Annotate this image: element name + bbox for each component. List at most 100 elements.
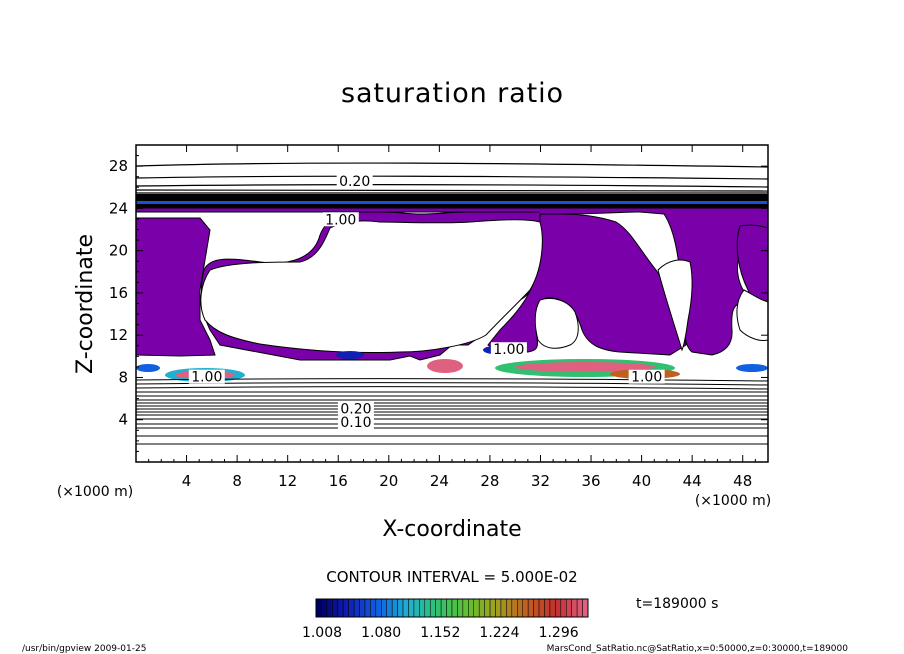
- colorbar-segment: [506, 598, 513, 618]
- colorbar-segment: [544, 598, 551, 618]
- colorbar-segment: [397, 598, 404, 618]
- contour-interval-text: CONTOUR INTERVAL = 5.000E-02: [326, 568, 577, 586]
- colorbar-segment: [582, 598, 589, 618]
- contour-label: 1.00: [493, 342, 524, 358]
- colorbar-segment: [342, 598, 349, 618]
- y-tick-label: 28: [109, 157, 128, 175]
- colorbar-segment: [495, 598, 502, 618]
- colorbar-tick-label: 1.224: [479, 625, 519, 641]
- colorbar: [315, 598, 589, 618]
- colorbar-segment: [429, 598, 436, 618]
- colorbar-segment: [402, 598, 409, 618]
- subsaturated-holes: [200, 219, 768, 354]
- y-axis-ticks: 4 8 12 16 20 24 28: [109, 155, 768, 452]
- x-axis-label: X-coordinate: [382, 517, 521, 542]
- colorbar-segment: [321, 598, 328, 618]
- colorbar-segment: [364, 598, 371, 618]
- colorbar-segment: [391, 598, 398, 618]
- contour-label-bg: [188, 369, 225, 384]
- colorbar-segment: [332, 598, 339, 618]
- x-axis-ticks: 4 8 12 16 20 24 28 32 36 40 44 48: [148, 145, 756, 490]
- colorbar-segment: [337, 598, 344, 618]
- y-tick-label: 16: [109, 284, 128, 302]
- contour-label: 1.00: [191, 370, 222, 386]
- colorbar-segment: [359, 598, 366, 618]
- contour-label: 0.10: [340, 415, 371, 431]
- colorbar-tick-label: 1.296: [539, 625, 579, 641]
- contour-label-bg: [337, 415, 374, 430]
- contour-label-bg: [337, 401, 374, 416]
- colorbar-segment: [576, 598, 583, 618]
- colorbar-segment: [522, 598, 529, 618]
- colorbar-segment: [527, 598, 534, 618]
- colorbar-segment: [489, 598, 496, 618]
- colorbar-segment: [348, 598, 355, 618]
- x-tick-label: 24: [430, 472, 449, 490]
- colorbar-segment: [440, 598, 447, 618]
- colorbar-segment: [408, 598, 415, 618]
- colorbar-segment: [375, 598, 382, 618]
- contour-label-bg: [490, 342, 527, 357]
- contour-label: 1.00: [631, 370, 662, 386]
- colorbar-segment: [484, 598, 491, 618]
- colorbar-segment: [478, 598, 485, 618]
- colorbar-segment: [315, 598, 322, 618]
- x-tick-label: 4: [182, 472, 192, 490]
- colorbar-segment: [386, 598, 393, 618]
- contour-label: 1.00: [325, 212, 356, 228]
- colorbar-segment: [370, 598, 377, 618]
- colorbar-segment: [560, 598, 567, 618]
- colorbar-segment: [419, 598, 426, 618]
- colorbar-tick-label: 1.152: [420, 625, 460, 641]
- colorbar-segment: [533, 598, 540, 618]
- contour-label: 0.20: [340, 401, 371, 417]
- x-tick-label: 40: [632, 472, 651, 490]
- colorbar-segment: [381, 598, 387, 618]
- colorbar-segment: [500, 598, 507, 618]
- x-tick-label: 16: [329, 472, 348, 490]
- x-tick-label: 20: [379, 472, 398, 490]
- y-tick-label: 8: [118, 368, 128, 386]
- colorbar-segment: [565, 598, 572, 618]
- colorbar-segment: [571, 598, 578, 618]
- colorbar-segment: [457, 598, 464, 618]
- y-axis-unit: (×1000 m): [57, 484, 133, 500]
- colorbar-segment: [451, 598, 458, 618]
- contour-label-bg: [322, 212, 359, 227]
- colorbar-segment: [468, 598, 475, 618]
- colorbar-tick-label: 1.008: [302, 625, 342, 641]
- colorbar-segment: [326, 598, 333, 618]
- colorbar-frame: [315, 598, 589, 618]
- x-tick-label: 8: [232, 472, 242, 490]
- colorbar-segment: [511, 598, 518, 618]
- x-tick-label: 48: [733, 472, 752, 490]
- x-tick-label: 36: [581, 472, 600, 490]
- colorbar-segment: [424, 598, 431, 618]
- contour-label-bg: [336, 174, 373, 189]
- x-tick-label: 44: [683, 472, 702, 490]
- x-axis-unit: (×1000 m): [695, 493, 771, 509]
- colorbar-segment: [446, 598, 453, 618]
- colorbar-segment: [549, 598, 556, 618]
- footer-right: MarsCond_SatRatio.nc@SatRatio,x=0:50000,…: [547, 644, 849, 654]
- y-tick-label: 4: [118, 411, 128, 429]
- x-tick-label: 12: [278, 472, 297, 490]
- y-tick-label: 24: [109, 199, 128, 217]
- colorbar-tick-labels: 1.008 1.080 1.152 1.224 1.296: [302, 625, 579, 641]
- colorbar-segment: [538, 598, 545, 618]
- y-axis-label: Z-coordinate: [73, 234, 98, 374]
- colorbar-segment: [517, 598, 523, 618]
- colorbar-segment: [353, 598, 360, 618]
- y-tick-label: 20: [109, 242, 128, 260]
- colorbar-tick-label: 1.080: [361, 625, 401, 641]
- colorbar-segment: [462, 598, 469, 618]
- y-tick-label: 12: [109, 326, 128, 344]
- blue-layer: [136, 201, 768, 204]
- colorbar-segment: [413, 598, 420, 618]
- colorbar-segment: [555, 598, 562, 618]
- contour-label-bg: [628, 369, 665, 384]
- time-label: t=189000 s: [636, 596, 718, 612]
- contour-labels: 0.201.001.001.00 1.000.200.10: [188, 174, 665, 431]
- contour-label: 0.20: [339, 174, 370, 190]
